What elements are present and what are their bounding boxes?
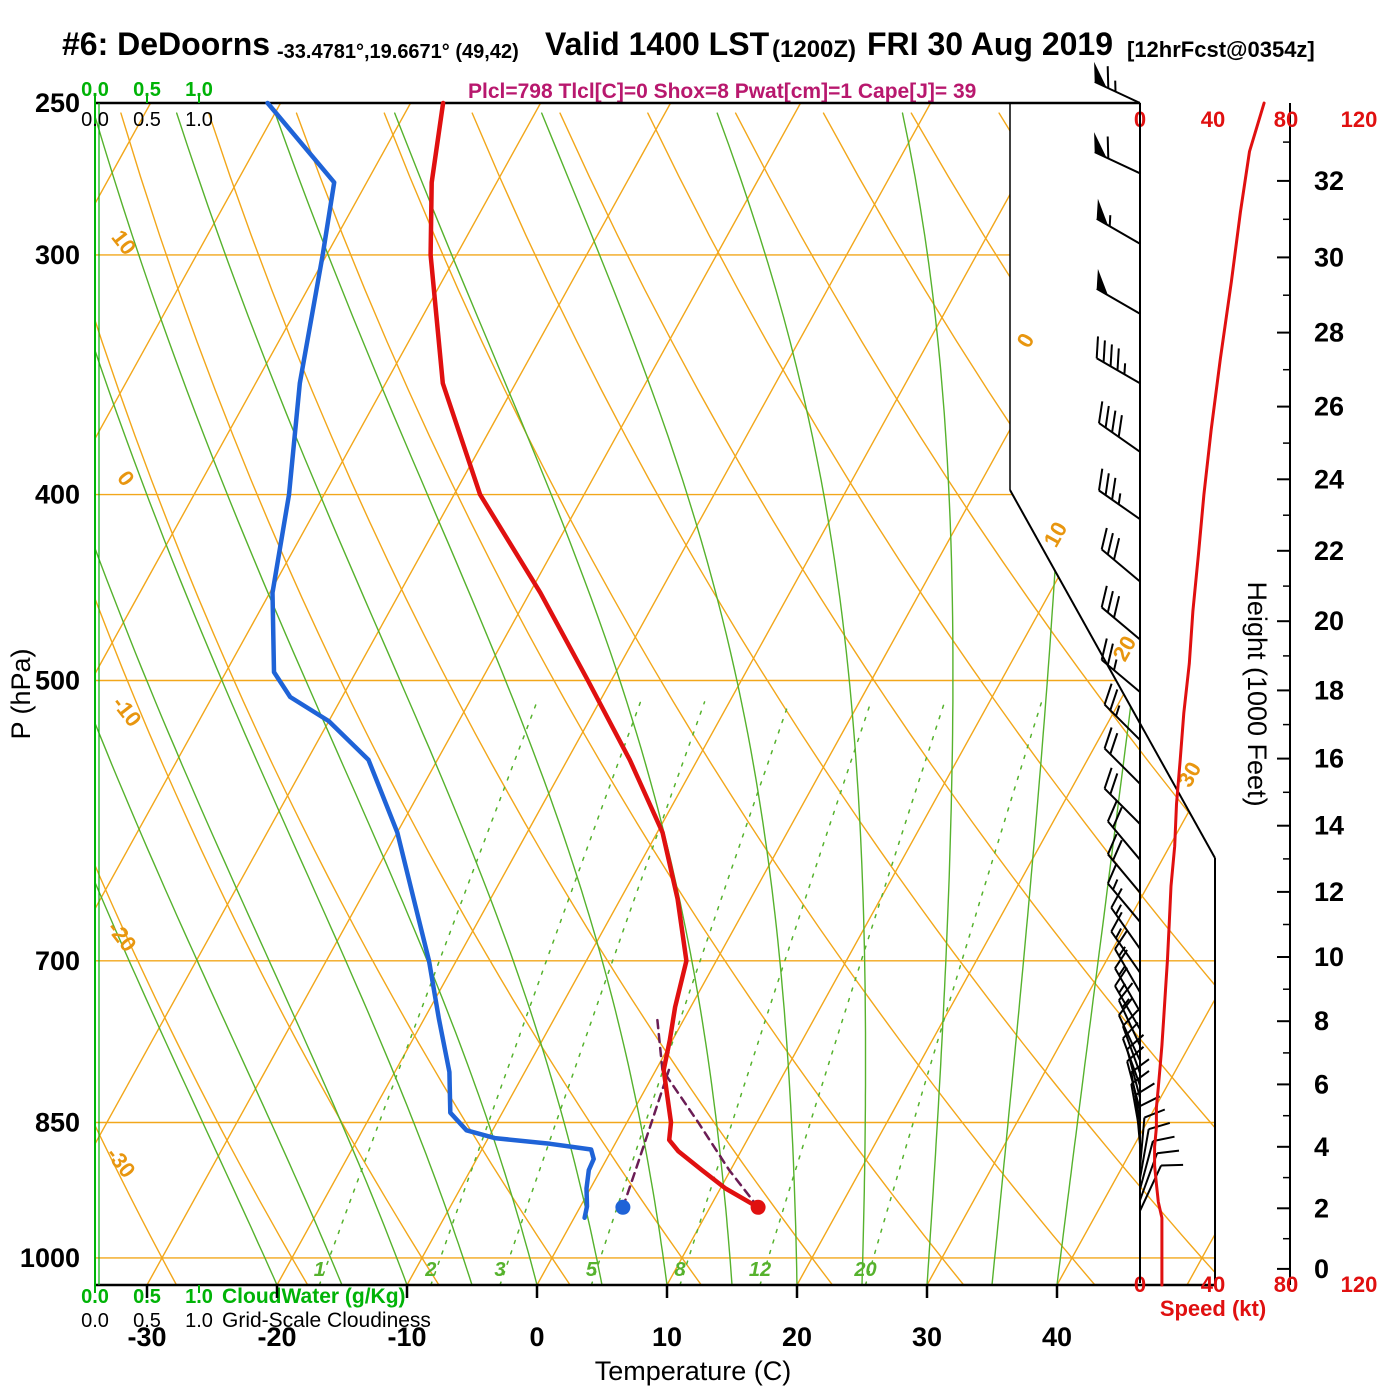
dewpoint-curve — [265, 100, 596, 1221]
surface-temperature-dot — [750, 1199, 766, 1215]
sounding-parameters: Plcl=798 Tlcl[C]=0 Shox=8 Pwat[cm]=1 Cap… — [468, 80, 977, 103]
svg-text:2: 2 — [1314, 1193, 1329, 1223]
svg-text:0: 0 — [1314, 1254, 1329, 1284]
svg-text:12: 12 — [749, 1259, 771, 1281]
svg-text:6: 6 — [1314, 1069, 1329, 1099]
svg-text:0.5: 0.5 — [133, 79, 161, 101]
svg-text:0: 0 — [529, 1322, 544, 1352]
svg-text:1000: 1000 — [20, 1243, 80, 1273]
valid-time: Valid 1400 LST — [545, 26, 770, 62]
svg-text:Grid-Scale Cloudiness: Grid-Scale Cloudiness — [222, 1309, 431, 1332]
svg-text:40: 40 — [1201, 1272, 1225, 1297]
svg-text:0.5: 0.5 — [133, 109, 161, 131]
svg-text:10: 10 — [1039, 518, 1073, 552]
parcel-path — [621, 1017, 760, 1209]
svg-text:1.0: 1.0 — [185, 1286, 213, 1308]
svg-text:850: 850 — [35, 1108, 80, 1138]
svg-text:-30: -30 — [101, 1142, 140, 1182]
wind-barbs — [1094, 61, 1184, 1212]
svg-text:30: 30 — [912, 1322, 942, 1352]
svg-text:250: 250 — [35, 88, 80, 118]
surface-dewpoint-dot — [615, 1199, 631, 1215]
svg-text:8: 8 — [674, 1259, 686, 1281]
station-title: #6: DeDoorns — [62, 26, 271, 62]
svg-text:8: 8 — [1314, 1006, 1329, 1036]
svg-text:P (hPa): P (hPa) — [6, 648, 36, 739]
svg-text:20: 20 — [782, 1322, 812, 1352]
svg-text:1.0: 1.0 — [185, 79, 213, 101]
svg-text:80: 80 — [1274, 107, 1298, 132]
svg-text:18: 18 — [1314, 675, 1344, 705]
svg-text:0.0: 0.0 — [81, 1286, 109, 1308]
svg-text:22: 22 — [1314, 536, 1344, 566]
svg-text:-20: -20 — [257, 1322, 296, 1352]
svg-text:0.5: 0.5 — [133, 1310, 161, 1332]
svg-text:Height (1000 Feet): Height (1000 Feet) — [1242, 581, 1272, 806]
svg-text:0.0: 0.0 — [81, 79, 109, 101]
svg-text:28: 28 — [1314, 318, 1344, 348]
svg-text:500: 500 — [35, 665, 80, 695]
svg-text:0: 0 — [1012, 329, 1040, 352]
svg-text:-10: -10 — [107, 691, 146, 731]
svg-text:5: 5 — [586, 1259, 598, 1281]
svg-text:300: 300 — [35, 240, 80, 270]
temperature-curve — [428, 100, 761, 1210]
svg-text:Temperature (C): Temperature (C) — [595, 1356, 792, 1386]
svg-text:120: 120 — [1341, 1272, 1378, 1297]
svg-text:0.0: 0.0 — [81, 1310, 109, 1332]
svg-text:26: 26 — [1314, 392, 1344, 422]
svg-text:80: 80 — [1274, 1272, 1298, 1297]
svg-text:400: 400 — [35, 480, 80, 510]
svg-text:0: 0 — [1134, 1272, 1146, 1297]
svg-text:40: 40 — [1042, 1322, 1072, 1352]
svg-text:-20: -20 — [102, 916, 141, 956]
svg-text:24: 24 — [1314, 464, 1344, 494]
svg-text:1: 1 — [314, 1259, 325, 1281]
svg-text:0: 0 — [112, 466, 139, 491]
svg-text:16: 16 — [1314, 744, 1344, 774]
svg-text:120: 120 — [1341, 107, 1378, 132]
wind-speed-curve — [1153, 101, 1266, 1287]
valid-date: FRI 30 Aug 2019 — [867, 26, 1114, 62]
svg-text:20: 20 — [1314, 606, 1344, 636]
valid-zulu: (1200Z) — [772, 36, 857, 63]
svg-text:1.0: 1.0 — [185, 1310, 213, 1332]
svg-text:CloudWater (g/Kg): CloudWater (g/Kg) — [222, 1285, 406, 1308]
skewt-gridlines — [95, 103, 1215, 1285]
svg-text:10: 10 — [1314, 942, 1344, 972]
svg-text:1.0: 1.0 — [185, 109, 213, 131]
svg-text:40: 40 — [1201, 107, 1225, 132]
svg-text:32: 32 — [1314, 166, 1344, 196]
station-coordinates: -33.4781°,19.6671° (49,42) — [277, 41, 519, 63]
svg-text:0.0: 0.0 — [81, 109, 109, 131]
svg-text:-10: -10 — [387, 1322, 426, 1352]
svg-text:10: 10 — [652, 1322, 682, 1352]
svg-text:2: 2 — [424, 1259, 436, 1281]
svg-text:700: 700 — [35, 946, 80, 976]
svg-text:20: 20 — [853, 1259, 876, 1281]
svg-text:30: 30 — [1314, 242, 1344, 272]
svg-text:14: 14 — [1314, 811, 1344, 841]
svg-text:3: 3 — [494, 1259, 505, 1281]
svg-text:12: 12 — [1314, 877, 1344, 907]
svg-text:-30: -30 — [127, 1322, 166, 1352]
forecast-info: [12hrFcst@0354z] — [1127, 37, 1315, 62]
svg-text:Speed (kt): Speed (kt) — [1160, 1296, 1266, 1321]
svg-text:4: 4 — [1314, 1132, 1329, 1162]
